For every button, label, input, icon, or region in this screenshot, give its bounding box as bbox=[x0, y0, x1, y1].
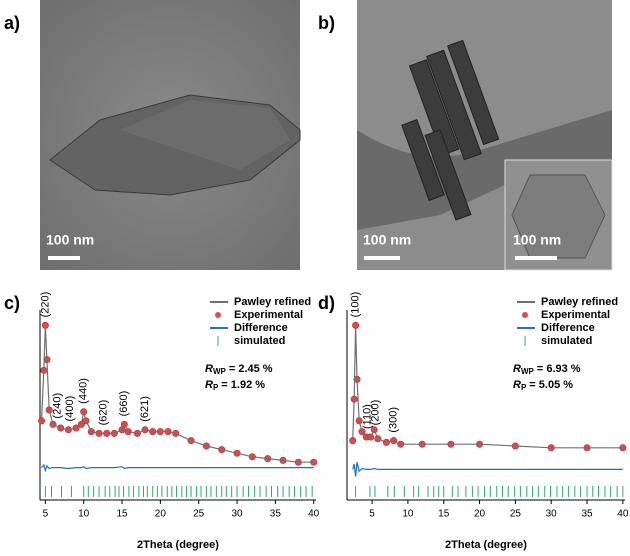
fit-statistic: RWP = 2.45 % bbox=[205, 363, 273, 376]
x-tick-label: 5 bbox=[369, 509, 375, 520]
peak-label: (660) bbox=[118, 391, 130, 417]
x-tick-label: 10 bbox=[402, 509, 414, 520]
pawley-line bbox=[352, 325, 623, 449]
panel-label: b) bbox=[318, 13, 335, 33]
fit-statistic: RP = 5.05 % bbox=[513, 379, 573, 392]
tem-image-a: 100 nm bbox=[40, 0, 301, 270]
stat-subscript: P bbox=[213, 383, 219, 392]
peak-label: (620) bbox=[98, 400, 110, 426]
legend-marker bbox=[522, 312, 528, 318]
x-tick-label: 25 bbox=[193, 509, 205, 520]
x-tick-label: 30 bbox=[546, 509, 558, 520]
legend-label: Experimental bbox=[234, 309, 303, 321]
x-tick-label: 25 bbox=[510, 509, 522, 520]
peak-label: (240) bbox=[52, 393, 64, 419]
x-tick-label: 40 bbox=[617, 509, 629, 520]
scale-label: 100 nm bbox=[46, 232, 94, 248]
scale-label: 100 nm bbox=[363, 232, 411, 248]
stat-value: = 5.05 % bbox=[529, 379, 573, 391]
stat-value: = 6.93 % bbox=[537, 363, 581, 375]
x-tick-label: 35 bbox=[270, 509, 282, 520]
x-tick-label: 30 bbox=[231, 509, 243, 520]
x-tick-label: 20 bbox=[474, 509, 486, 520]
stat-value: = 1.92 % bbox=[221, 379, 265, 391]
tem-image-b: 100 nm 100 nm bbox=[357, 0, 613, 271]
peak-label: (440) bbox=[78, 378, 90, 404]
x-tick-label: 5 bbox=[43, 509, 49, 520]
stat-subscript: WP bbox=[521, 367, 535, 376]
fit-statistic: RWP = 6.93 % bbox=[513, 363, 581, 376]
x-axis-label: 2Theta (degree) bbox=[137, 539, 219, 551]
fit-statistic: RP = 1.92 % bbox=[205, 379, 265, 392]
peak-label: (200) bbox=[370, 400, 382, 426]
legend-label: Experimental bbox=[541, 309, 610, 321]
legend-label: simulated bbox=[234, 335, 285, 347]
x-tick-label: 20 bbox=[155, 509, 167, 520]
x-tick-label: 40 bbox=[308, 509, 320, 520]
legend-label: simulated bbox=[541, 335, 592, 347]
x-tick-label: 10 bbox=[78, 509, 90, 520]
legend-label: Pawley refined bbox=[234, 296, 311, 308]
peak-label: (220) bbox=[39, 292, 51, 318]
peak-label: (400) bbox=[64, 396, 76, 422]
x-tick-label: 35 bbox=[581, 509, 593, 520]
stat-subscript: P bbox=[521, 383, 527, 392]
stat-value: = 2.45 % bbox=[229, 363, 273, 375]
x-tick-label: 15 bbox=[438, 509, 450, 520]
legend-marker bbox=[215, 312, 221, 318]
legend-label: Difference bbox=[234, 322, 288, 334]
legend-label: Difference bbox=[541, 322, 595, 334]
peak-label: (110) bbox=[362, 404, 374, 429]
stat-symbol: R bbox=[205, 363, 213, 375]
stat-symbol: R bbox=[205, 379, 213, 391]
peak-label: (300) bbox=[387, 407, 399, 433]
inset-scale-label: 100 nm bbox=[513, 232, 561, 248]
difference-line bbox=[41, 463, 314, 473]
stat-symbol: R bbox=[513, 363, 521, 375]
peak-label: (621) bbox=[139, 396, 151, 422]
x-tick-label: 15 bbox=[116, 509, 128, 520]
x-axis-label: 2Theta (degree) bbox=[445, 539, 527, 551]
legend-label: Pawley refined bbox=[541, 296, 618, 308]
peak-label: (100) bbox=[350, 292, 362, 318]
pawley-line bbox=[40, 325, 314, 463]
panel-label: a) bbox=[4, 13, 20, 33]
stat-symbol: R bbox=[513, 379, 521, 391]
stat-subscript: WP bbox=[213, 367, 227, 376]
panel-label: d) bbox=[318, 293, 335, 313]
panel-label: c) bbox=[4, 293, 20, 313]
difference-line bbox=[352, 462, 623, 477]
